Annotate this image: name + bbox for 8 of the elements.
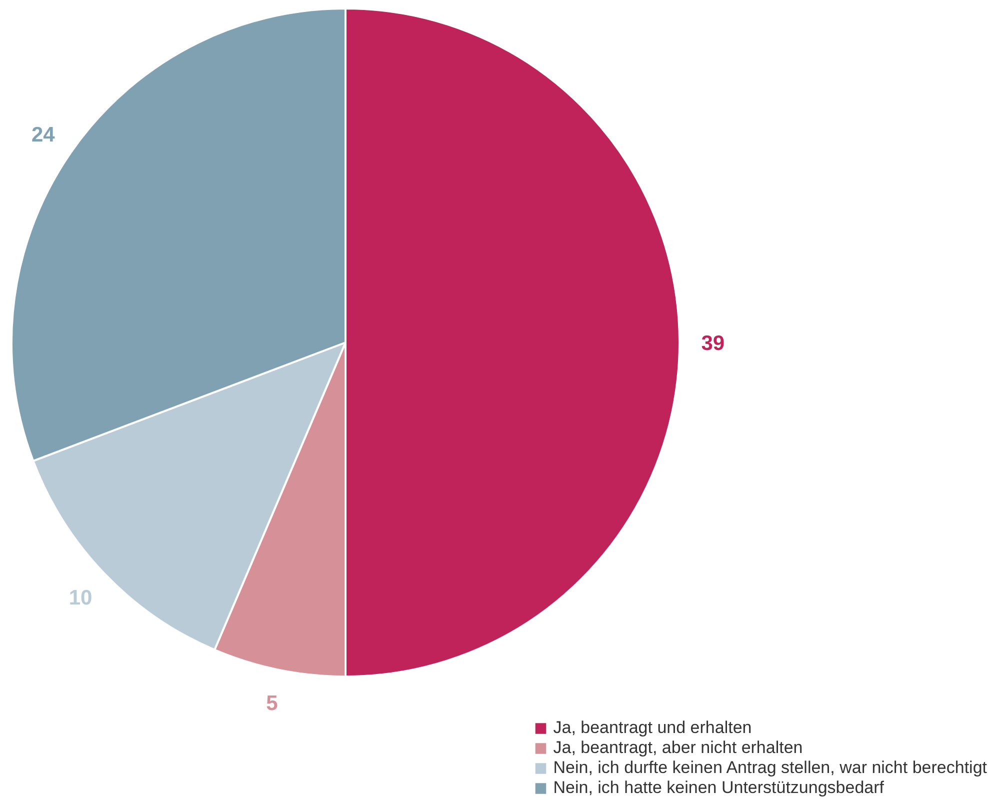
legend-label: Ja, beantragt und erhalten [553, 718, 752, 738]
data-label: 39 [701, 332, 725, 355]
legend-label: Nein, ich hatte keinen Unterstützungsbedarf [553, 778, 884, 798]
data-label: 10 [68, 586, 92, 610]
legend-label: Nein, ich durfte keinen Antrag stellen, war nicht berechtigt [553, 758, 987, 778]
legend-label: Ja, beantragt, aber nicht erhalten [553, 738, 803, 758]
data-label: 24 [31, 123, 56, 146]
data-label: 5 [266, 692, 278, 715]
